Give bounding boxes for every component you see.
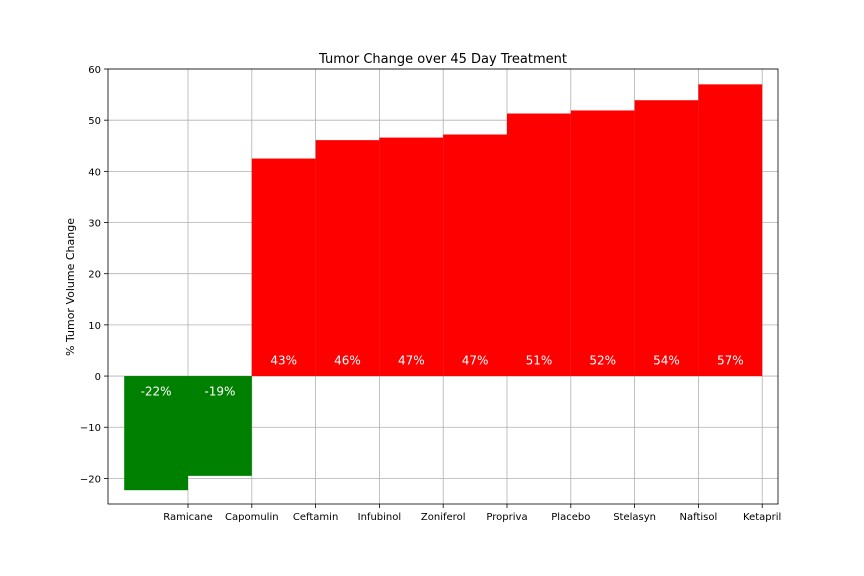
- bar-naftisol: [634, 100, 699, 377]
- x-tick-label: Capomulin: [225, 512, 279, 523]
- y-tick-label: 40: [88, 167, 101, 178]
- y-tick-label: 50: [88, 116, 101, 127]
- x-tick-label: Ketapril: [743, 512, 781, 523]
- y-tick-label: 10: [88, 321, 101, 332]
- x-tick-label: Ceftamin: [293, 512, 338, 523]
- bar-stelasyn: [570, 110, 635, 377]
- x-tick-label: Propriva: [486, 512, 527, 523]
- chart-title: Tumor Change over 45 Day Treatment: [318, 52, 567, 67]
- bar-placebo: [507, 113, 571, 377]
- bar-ramicane: [124, 376, 188, 491]
- data-label: -19%: [204, 384, 235, 398]
- bar-ceftamin: [251, 158, 316, 377]
- axis-layer: 60 50 40 30 20 10 0 −10 −20 Ramicane Capomulin Ceft…: [80, 65, 781, 523]
- data-label: 46%: [334, 354, 361, 368]
- x-tick-label: Placebo: [551, 512, 590, 523]
- data-label: 54%: [653, 354, 680, 368]
- x-tick-label: Ramicane: [163, 512, 213, 523]
- data-label: 43%: [270, 354, 297, 368]
- data-label: 47%: [462, 354, 489, 368]
- bar-zoniferol: [379, 137, 444, 377]
- bar-propriva: [443, 134, 507, 377]
- plot-frame: [107, 68, 779, 505]
- data-label: 47%: [398, 354, 425, 368]
- y-tick-label: 60: [88, 65, 101, 76]
- data-label: 51%: [526, 354, 553, 368]
- x-tick-label: Naftisol: [680, 512, 718, 523]
- y-tick-label: 20: [88, 270, 101, 281]
- y-axis-label: % Tumor Volume Change: [64, 218, 77, 356]
- bar-layer: [124, 84, 763, 491]
- data-label: -22%: [141, 384, 172, 398]
- x-tick-label: Zoniferol: [421, 512, 466, 523]
- y-tick-label: −10: [80, 423, 101, 434]
- bar-infubinol: [315, 140, 380, 377]
- x-tick-label: Stelasyn: [613, 512, 656, 523]
- y-tick-label: −20: [80, 474, 101, 485]
- data-label-layer: -22% -19% 43% 46% 47% 47% 51% 52% 54% 57%: [141, 354, 744, 399]
- x-tick-label: Infubinol: [358, 512, 402, 523]
- bar-ketapril: [698, 84, 763, 377]
- bar-capomulin: [188, 376, 252, 476]
- y-tick-label: 0: [95, 372, 101, 383]
- data-label: 52%: [589, 354, 616, 368]
- y-tick-label: 30: [88, 219, 101, 230]
- data-label: 57%: [717, 354, 744, 368]
